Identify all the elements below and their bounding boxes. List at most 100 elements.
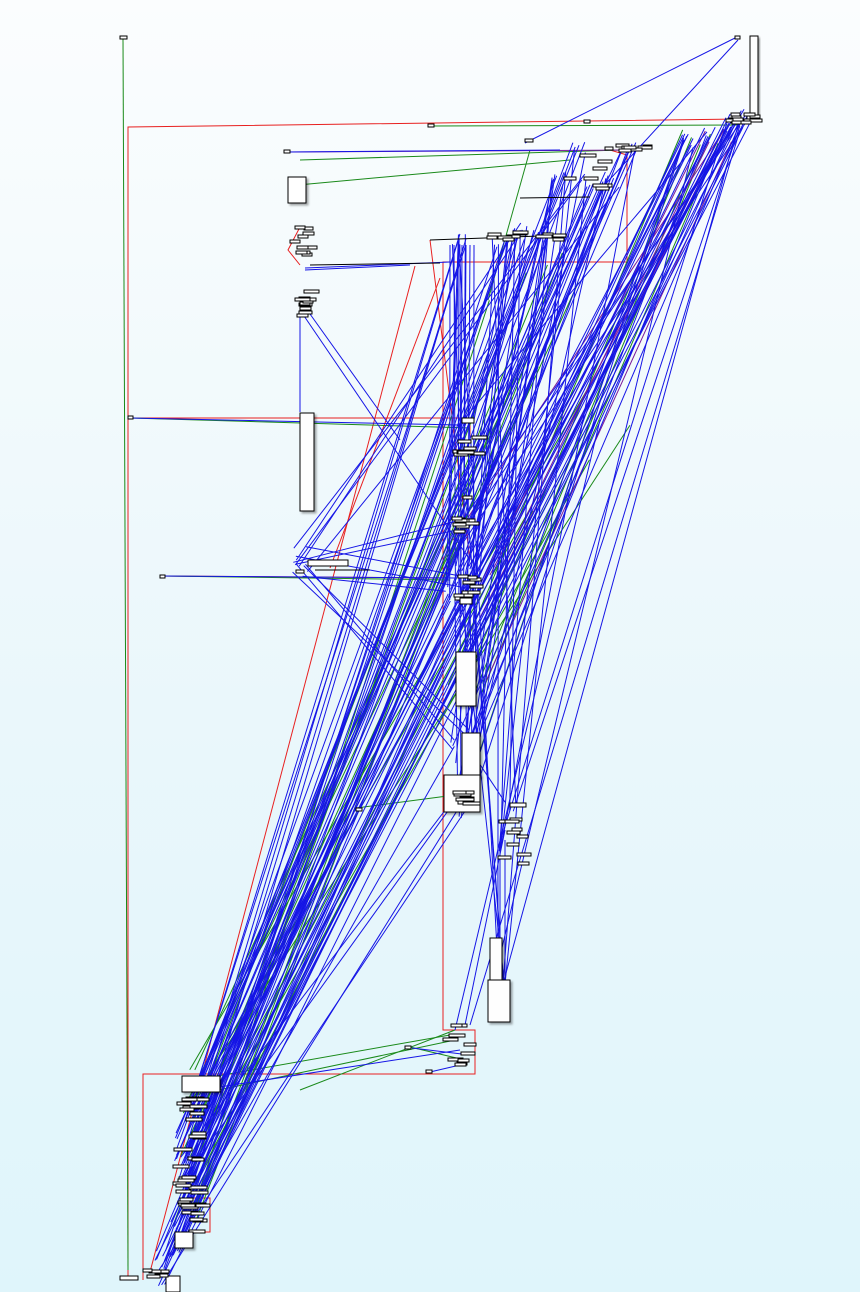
bottom-cluster-node[interactable] — [189, 1217, 204, 1222]
left-cluster-node[interactable] — [294, 225, 306, 230]
mid-cluster-node[interactable] — [467, 590, 481, 595]
upper-cluster-node[interactable] — [597, 159, 613, 164]
mid-cluster-node[interactable] — [453, 593, 465, 598]
lower-cluster-node[interactable] — [454, 1062, 467, 1067]
graph-node-box[interactable] — [455, 651, 477, 707]
graph-node-box[interactable] — [487, 979, 511, 1023]
bottom-cluster-node[interactable] — [146, 1274, 161, 1279]
lower-cluster-node[interactable] — [448, 1033, 466, 1038]
mid-cluster-node[interactable] — [463, 446, 477, 451]
right-cluster-node[interactable] — [511, 827, 523, 832]
bottom-cluster-node[interactable] — [179, 1107, 195, 1112]
left-cluster-node[interactable] — [294, 297, 311, 302]
bottom-cluster-node[interactable] — [188, 1185, 208, 1190]
graph-node[interactable] — [524, 138, 534, 143]
graph-node[interactable] — [127, 415, 134, 420]
mid-cluster-node[interactable] — [462, 801, 481, 806]
upper-cluster-node[interactable] — [535, 234, 553, 239]
graph-node[interactable] — [283, 149, 291, 154]
mid-cluster-node[interactable] — [462, 495, 473, 500]
bottom-cluster-node[interactable] — [195, 1203, 211, 1208]
top-cluster-node[interactable] — [743, 112, 756, 117]
bottom-cluster-node[interactable] — [189, 1104, 208, 1109]
bottom-cluster-node[interactable] — [185, 1117, 203, 1122]
graph-node[interactable] — [307, 559, 349, 567]
graph-node[interactable] — [583, 119, 591, 124]
mid-cluster-node[interactable] — [452, 790, 467, 795]
bottom-cluster-node[interactable] — [142, 1268, 153, 1273]
bottom-cluster-node[interactable] — [173, 1147, 193, 1152]
top-cluster-node[interactable] — [604, 146, 614, 151]
left-cluster-node[interactable] — [296, 245, 309, 250]
upper-cluster-node[interactable] — [592, 183, 609, 188]
graph-node[interactable] — [509, 802, 527, 808]
graph-node[interactable] — [119, 35, 128, 40]
left-cluster-node[interactable] — [302, 231, 315, 236]
mid-cluster-node[interactable] — [467, 575, 478, 580]
upper-cluster-node[interactable] — [512, 230, 529, 235]
left-cluster-node[interactable] — [289, 239, 301, 244]
left-cluster-node[interactable] — [295, 250, 308, 255]
lower-cluster-node[interactable] — [442, 1037, 459, 1042]
top-cluster-node[interactable] — [730, 112, 741, 117]
lower-cluster-node[interactable] — [450, 1023, 463, 1028]
graph-node[interactable] — [295, 569, 305, 574]
top-cluster-node[interactable] — [623, 145, 637, 150]
right-cluster-node[interactable] — [506, 842, 520, 847]
graph-node-box[interactable] — [461, 732, 481, 778]
graph-node[interactable] — [734, 35, 741, 40]
graph-node[interactable] — [404, 1045, 412, 1050]
bottom-cluster-node[interactable] — [191, 1157, 205, 1162]
upper-cluster-node[interactable] — [552, 237, 565, 242]
top-cluster-node[interactable] — [732, 117, 744, 122]
graph-node[interactable] — [425, 1069, 433, 1074]
graph-node[interactable] — [461, 417, 475, 424]
graph-node-box[interactable] — [181, 1075, 221, 1093]
bottom-cluster-node[interactable] — [180, 1203, 196, 1208]
lower-cluster-node[interactable] — [457, 1058, 470, 1063]
graph-node-tall[interactable] — [749, 35, 759, 117]
right-cluster-node[interactable] — [516, 852, 532, 857]
lower-cluster-node[interactable] — [460, 1051, 476, 1056]
graph-node-tall[interactable] — [299, 412, 315, 512]
upper-cluster-node[interactable] — [563, 176, 577, 181]
bottom-cluster-node[interactable] — [190, 1211, 205, 1216]
mid-cluster-node[interactable] — [457, 450, 475, 455]
graph-node[interactable] — [119, 1275, 139, 1281]
graph-node-box[interactable] — [174, 1231, 194, 1249]
upper-cluster-node[interactable] — [487, 232, 502, 237]
bottom-cluster-node[interactable] — [189, 1111, 205, 1116]
mid-cluster-node[interactable] — [462, 580, 476, 585]
upper-cluster-node[interactable] — [552, 233, 567, 238]
mid-cluster-node[interactable] — [469, 584, 484, 589]
bottom-cluster-node[interactable] — [172, 1164, 190, 1169]
bottom-cluster-node[interactable] — [191, 1131, 207, 1136]
graph-node[interactable] — [165, 1275, 181, 1292]
right-cluster-node[interactable] — [517, 861, 530, 866]
mid-cluster-node[interactable] — [455, 797, 475, 802]
bottom-cluster-node[interactable] — [175, 1183, 192, 1188]
upper-cluster-node[interactable] — [592, 166, 608, 171]
graph-node[interactable] — [159, 574, 166, 579]
mid-cluster-node[interactable] — [452, 522, 467, 527]
mid-cluster-node[interactable] — [451, 516, 463, 521]
bottom-cluster-node[interactable] — [175, 1189, 192, 1194]
mid-cluster-node[interactable] — [457, 574, 470, 579]
right-cluster-node[interactable] — [497, 855, 512, 860]
left-cluster-node[interactable] — [303, 289, 320, 294]
mid-cluster-node[interactable] — [457, 439, 472, 444]
bottom-cluster-node[interactable] — [181, 1097, 198, 1102]
right-cluster-node[interactable] — [504, 819, 520, 824]
lower-cluster-node[interactable] — [463, 1042, 477, 1047]
upper-cluster-node[interactable] — [579, 153, 597, 158]
mid-cluster-node[interactable] — [453, 529, 466, 534]
mid-cluster-node[interactable] — [463, 593, 474, 598]
graph-node[interactable] — [459, 597, 473, 605]
top-cluster-node[interactable] — [749, 118, 763, 123]
upper-cluster-node[interactable] — [502, 237, 515, 242]
graph-node[interactable] — [427, 123, 435, 128]
bottom-cluster-node[interactable] — [190, 1190, 209, 1195]
upper-cluster-node[interactable] — [583, 176, 599, 181]
mid-cluster-node[interactable] — [471, 435, 488, 440]
bottom-cluster-node[interactable] — [176, 1101, 192, 1106]
